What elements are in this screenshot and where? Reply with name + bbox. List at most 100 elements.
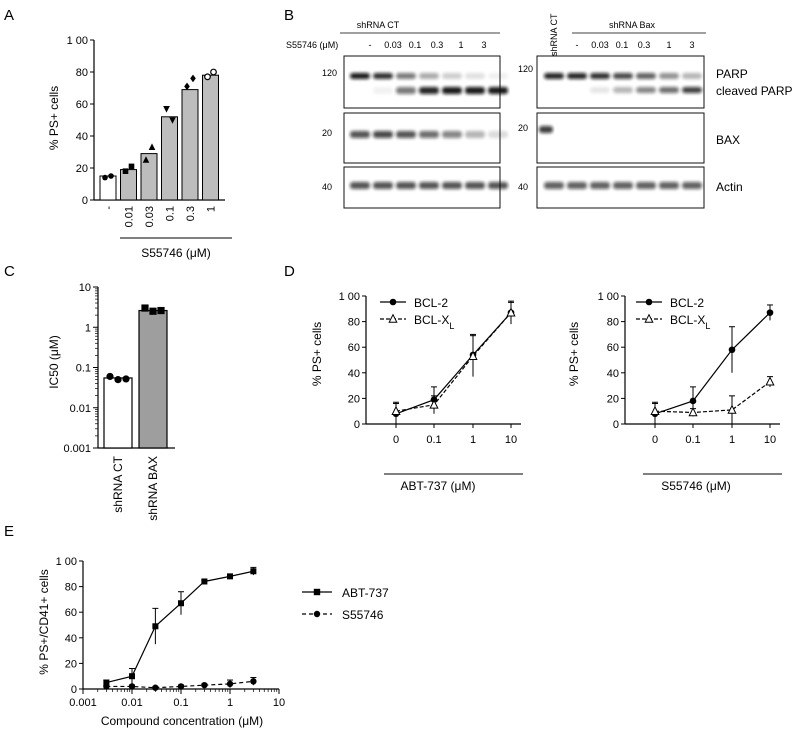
blot-lane-ct: 0.03 <box>384 40 402 50</box>
chartD1-xtick-label: 1 <box>470 434 476 446</box>
blot-band-cleaved-parp <box>636 87 656 93</box>
blot-band-parp <box>465 73 485 79</box>
blot-band-parp <box>659 73 679 79</box>
blot-band-actin <box>567 182 587 189</box>
chart-e-xtick-label: 0.01 <box>121 697 142 709</box>
blot-mw-bax-120: 120 <box>518 64 533 74</box>
blot-band-cleaved-parp <box>465 87 485 94</box>
chart-e-legend-label: S55746 <box>342 608 384 622</box>
chart-c-ytick-label: 1 <box>85 322 91 334</box>
chart-c-bar <box>103 377 133 449</box>
blot-band-actin <box>659 182 679 189</box>
blot-lane-bax: 0.3 <box>638 40 651 50</box>
chart-e-legend-marker <box>313 588 321 596</box>
chart-e-point <box>152 623 159 630</box>
chart-e-ylabel: % PS+/CD41+ cells <box>37 569 51 674</box>
blot-band-actin <box>590 182 610 189</box>
chartD1-ytick-label: 60 <box>348 342 360 354</box>
chart-a-xtick-label: - <box>103 206 115 210</box>
blot-lane-ct: - <box>369 40 372 50</box>
chart-a-bar <box>161 116 178 201</box>
blot-lane-ct: 3 <box>481 40 486 50</box>
chart-e-ytick-label: 1 00 <box>56 556 77 568</box>
chart-c-point <box>122 375 130 383</box>
chart-d-left-xlabel: ABT-737 (μM) <box>401 479 476 493</box>
chart-e-xtick-label: 1 <box>227 697 233 709</box>
chart-a-bar <box>120 169 137 201</box>
chart-a-ytick-label: 80 <box>76 67 88 79</box>
chart-e-point <box>178 600 184 607</box>
chartD2-point <box>766 309 774 316</box>
blot-band-actin <box>544 182 564 189</box>
blot-band-parp <box>544 73 564 79</box>
chart-e-point <box>103 683 110 690</box>
chart-a-ytick-label: 60 <box>76 99 88 111</box>
chart-a-bar <box>99 175 117 201</box>
blot-mw-bax-40: 40 <box>518 182 528 192</box>
chart-a-point <box>204 73 211 81</box>
chart-a-point <box>148 143 156 150</box>
chart-e: % PS+/CD41+ cells Compound concentration… <box>37 556 389 728</box>
blot-band-cleaved-parp <box>682 87 702 93</box>
chart-e-point <box>103 679 110 686</box>
chart-d-left: % PS+ cells ABT-737 (μM) 0 20 40 60 80 1 00 0 0… <box>310 291 523 493</box>
chart-c-point <box>114 376 122 384</box>
chartD1-xtick-label: 10 <box>505 434 517 446</box>
blot-mw-bax-20: 20 <box>518 123 528 133</box>
blot-band-bax <box>465 131 485 138</box>
chartD1-point <box>468 350 478 360</box>
blot-band-parp <box>396 73 416 79</box>
chart-c-ytick-label: 0.01 <box>70 403 91 415</box>
chart-c-ytick-label: 0.1 <box>76 363 91 375</box>
blot-lane-bax: - <box>576 40 579 50</box>
chart-a-point <box>102 174 108 181</box>
chartD2-ytick-label: 1 00 <box>598 291 619 303</box>
chartD1-point <box>391 405 401 415</box>
blot-band-actin <box>442 182 462 189</box>
blot-band-bax <box>396 131 416 138</box>
blot-lane-bax: 0.1 <box>616 40 629 50</box>
blot-mw-ct-120: 120 <box>322 68 337 78</box>
blot-band-bax <box>419 131 439 138</box>
chart-c-xtick-label: shRNA BAX <box>146 456 160 521</box>
blot-band-cleaved-parp <box>442 87 462 94</box>
blot-band-parp <box>682 73 702 79</box>
chartD2-legend-label: BCL-XL <box>670 313 710 331</box>
chartD2-legend-subscript: L <box>705 321 710 331</box>
chartD1-legend-marker <box>388 313 398 323</box>
chartD2-ytick-label: 80 <box>607 317 619 329</box>
chart-c-xtick-label: shRNA CT <box>111 455 125 512</box>
blot-band-parp <box>567 73 587 79</box>
chartD2-ytick-label: 40 <box>607 368 619 380</box>
chart-e-point <box>250 678 257 685</box>
chart-a-point <box>128 163 135 170</box>
chart-a-ytick-label: 40 <box>76 131 88 143</box>
blot-conc-label: S55746 (μM) <box>286 40 338 50</box>
chartD2-point <box>688 407 698 417</box>
chart-a-point <box>108 173 114 179</box>
western-blot-b: shRNA CT shRNA Bax shRNA CT S55746 (μM) … <box>286 13 792 209</box>
chartD1-legend-label: BCL-2 <box>414 296 448 310</box>
chart-a-xtick-label: 0.3 <box>185 206 197 221</box>
blot-band-parp <box>613 73 633 79</box>
blot-band-actin <box>465 182 485 189</box>
chartD2-series-line <box>654 381 771 414</box>
chart-a-bar <box>181 89 199 201</box>
chartD2-series-line <box>654 312 771 415</box>
blot-lane-bax: 0.03 <box>591 40 609 50</box>
chart-d-right-ylabel: % PS+ cells <box>567 322 581 386</box>
blot-band-actin <box>373 182 393 189</box>
blot-lane-ct: 0.3 <box>431 40 444 50</box>
chart-a-point <box>169 117 176 124</box>
chartD2-ytick-label: 20 <box>607 393 619 405</box>
chart-e-legend-label: ABT-737 <box>342 586 389 600</box>
chart-a-point <box>142 156 150 163</box>
blot-box-bax-bax <box>536 112 705 164</box>
chart-e-point <box>227 573 233 580</box>
chartD2-point <box>728 346 736 354</box>
chart-c-ytick-label: 0.001 <box>63 443 91 455</box>
blot-band-actin <box>613 182 633 189</box>
chart-e-ytick-label: 80 <box>65 582 77 594</box>
chartD1-series-line <box>395 312 512 415</box>
